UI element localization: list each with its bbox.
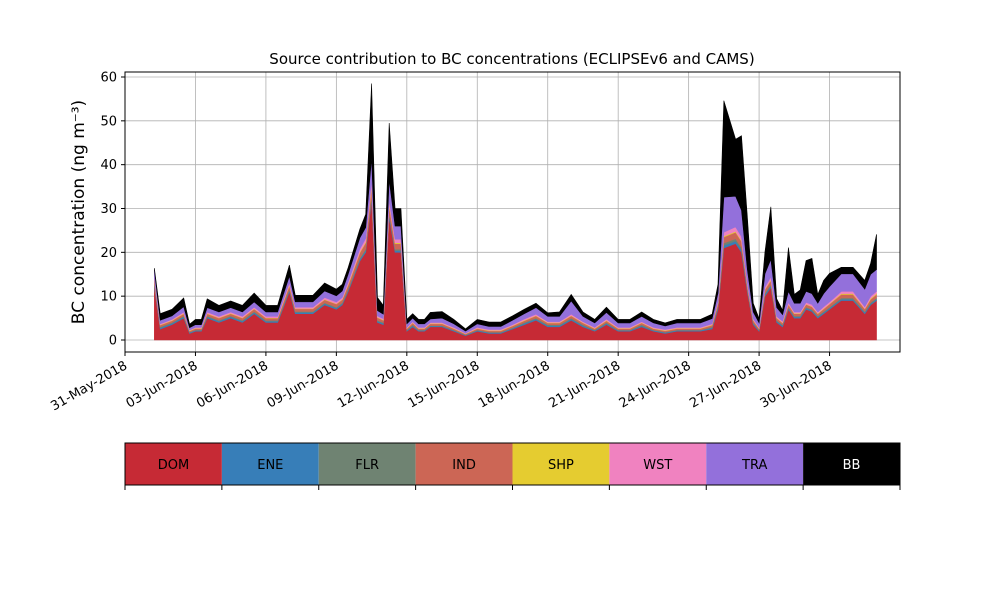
y-tick-label: 40 [100, 158, 117, 173]
legend-swatch-dom [125, 443, 222, 485]
x-tick-label: 09-Jun-2018 [265, 358, 342, 411]
chart-title: Source contribution to BC concentrations… [269, 50, 754, 68]
legend-swatch-shp [512, 443, 610, 485]
legend-label-dom: DOM [158, 458, 189, 473]
legend-label-shp: SHP [548, 458, 574, 473]
legend-label-ene: ENE [257, 458, 283, 473]
legend-label-bb: BB [843, 458, 861, 473]
x-tick-label: 30-Jun-2018 [758, 358, 835, 411]
x-tick-label: 18-Jun-2018 [476, 358, 553, 411]
y-tick-label: 50 [100, 114, 117, 129]
legend-swatch-ind [415, 443, 513, 485]
y-axis-label: BC concentration (ng m⁻³) [69, 100, 89, 324]
x-tick-label: 03-Jun-2018 [124, 358, 201, 411]
y-tick-label: 60 [100, 71, 117, 86]
x-tick-label: 06-Jun-2018 [194, 358, 271, 411]
y-tick-label: 10 [100, 290, 117, 305]
legend-swatch-flr [318, 443, 416, 485]
y-tick-label: 20 [100, 246, 117, 261]
legend-colorbar: DOM ENE FLR IND SHP WST TRA BB [124, 442, 901, 490]
plot-area: 0 10 20 30 40 50 60 31-May-201803-Jun-201806-Ju… [48, 71, 901, 414]
legend-swatch-bb [803, 443, 900, 485]
x-tick-label: 21-Jun-2018 [546, 358, 623, 411]
area-series-bb [154, 83, 877, 332]
legend-swatch-ene [221, 443, 319, 485]
x-tick-label: 12-Jun-2018 [335, 358, 412, 411]
legend-swatch-wst [609, 443, 707, 485]
y-tick-label: 0 [109, 334, 117, 349]
x-tick-label: 24-Jun-2018 [617, 358, 694, 411]
legend-swatch-tra [706, 443, 804, 485]
x-tick-label: 31-May-2018 [48, 358, 130, 414]
x-tick-label: 27-Jun-2018 [687, 358, 764, 411]
legend-label-wst: WST [643, 458, 672, 473]
x-tick-label: 15-Jun-2018 [405, 358, 482, 411]
legend-label-flr: FLR [355, 458, 379, 473]
axes-frame [124, 71, 901, 353]
legend-label-ind: IND [452, 458, 476, 473]
y-tick-label: 30 [100, 202, 117, 217]
legend-label-tra: TRA [741, 458, 767, 473]
